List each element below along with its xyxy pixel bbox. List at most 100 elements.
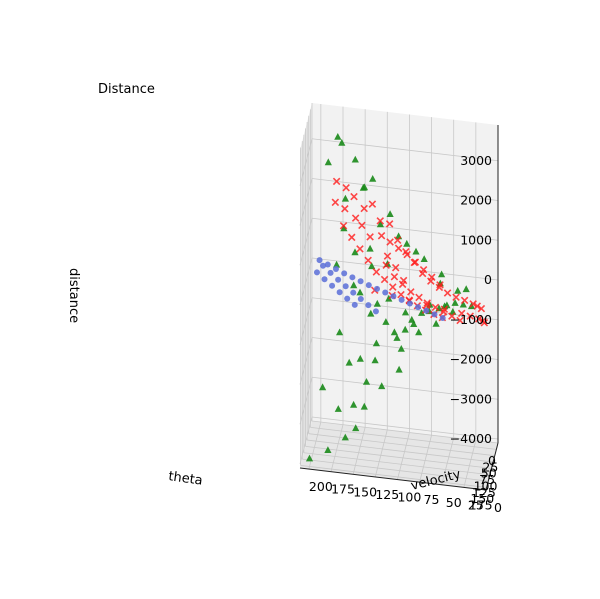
grid-z-right (299, 257, 313, 306)
z-tick-label: 0 (484, 272, 492, 287)
point-series-2 (351, 301, 358, 308)
z-tick-label: −3000 (450, 391, 492, 406)
point-series-0 (395, 365, 403, 373)
grid-z-right (299, 297, 313, 345)
grid-y-floor (441, 437, 455, 485)
pane-left (312, 103, 498, 443)
point-series-0 (338, 139, 346, 146)
point-series-1 (398, 280, 407, 289)
y-tick-label: 100 (397, 490, 421, 505)
z-tick-label: 3000 (460, 153, 492, 168)
x-axis-label: theta (167, 469, 203, 489)
point-series-0 (319, 383, 327, 391)
z-tick-label: −4000 (450, 431, 492, 446)
point-series-0 (369, 175, 377, 182)
grid-y-floor (352, 427, 366, 475)
point-series-2 (327, 269, 334, 276)
point-series-0 (324, 446, 332, 453)
y-tick-label: 0 (494, 500, 502, 515)
point-series-2 (320, 262, 327, 269)
point-series-0 (371, 356, 379, 364)
point-series-1 (397, 290, 405, 299)
point-series-1 (351, 214, 360, 222)
point-series-1 (477, 304, 486, 313)
point-series-0 (462, 285, 470, 293)
point-series-0 (386, 210, 394, 217)
point-series-1 (474, 315, 483, 323)
point-series-1 (448, 312, 456, 320)
point-series-0 (334, 405, 342, 412)
y-tick-label: 175 (331, 482, 355, 497)
point-series-0 (366, 244, 374, 252)
point-series-0 (324, 158, 332, 166)
point-series-1 (364, 256, 372, 265)
point-series-2 (365, 302, 372, 309)
grid-z-left (311, 416, 499, 440)
point-series-2 (423, 307, 430, 314)
point-series-0 (340, 224, 348, 232)
point-series-1 (419, 265, 428, 274)
point-series-0 (451, 299, 459, 306)
point-series-1 (383, 252, 392, 260)
x-tick-label: 100 (474, 478, 498, 493)
point-series-1 (443, 289, 452, 297)
point-series-0 (438, 270, 446, 278)
point-series-0 (356, 354, 364, 362)
point-series-1 (403, 250, 411, 259)
y-tick-label: 125 (375, 487, 399, 502)
point-series-0 (454, 286, 462, 294)
grid-y-floor (419, 435, 432, 483)
point-series-2 (349, 274, 356, 281)
z-tick-label: −1000 (450, 312, 492, 327)
grid-z-left (311, 257, 499, 281)
point-series-0 (403, 239, 411, 247)
z-tick-label: 2000 (460, 193, 492, 208)
point-series-1 (411, 258, 420, 266)
grid-z-right (299, 337, 313, 385)
point-series-1 (394, 244, 403, 253)
chart-title: Distance (98, 82, 155, 97)
point-series-1 (469, 300, 477, 308)
point-series-2 (365, 282, 372, 289)
point-series-0 (351, 248, 359, 256)
point-series-2 (415, 304, 422, 311)
point-series-1 (436, 281, 444, 289)
z-tick-label: −2000 (450, 352, 492, 367)
point-series-0 (410, 320, 418, 327)
point-series-1 (386, 238, 394, 246)
point-series-0 (362, 378, 371, 385)
point-series-0 (378, 382, 386, 390)
point-series-1 (452, 293, 460, 302)
y-tick-label: 75 (424, 492, 440, 507)
point-series-1 (358, 221, 366, 230)
point-series-2 (335, 276, 342, 283)
point-series-2 (374, 285, 381, 292)
point-series-0 (352, 424, 360, 432)
point-series-1 (389, 283, 397, 291)
grid-z-left (311, 337, 499, 360)
x-tick-label: 75 (479, 472, 495, 487)
point-series-0 (420, 255, 428, 262)
point-series-1 (356, 245, 364, 253)
point-series-1 (393, 236, 402, 244)
point-series-1 (347, 233, 356, 242)
y-axis-line (299, 467, 487, 491)
point-series-2 (313, 269, 320, 276)
point-series-1 (376, 217, 385, 225)
point-series-0 (376, 220, 384, 228)
point-series-1 (377, 231, 386, 240)
point-series-0 (397, 345, 405, 352)
point-series-0 (459, 300, 467, 308)
point-series-2 (357, 278, 364, 285)
point-series-1 (423, 299, 432, 307)
point-series-2 (324, 261, 331, 268)
point-series-0 (412, 247, 420, 255)
x-tick-label: 50 (481, 466, 497, 481)
point-series-1 (390, 272, 399, 281)
point-series-1 (380, 275, 389, 284)
point-series-1 (341, 205, 349, 213)
point-series-1 (350, 192, 358, 201)
point-series-2 (329, 282, 336, 289)
point-series-2 (398, 296, 405, 303)
